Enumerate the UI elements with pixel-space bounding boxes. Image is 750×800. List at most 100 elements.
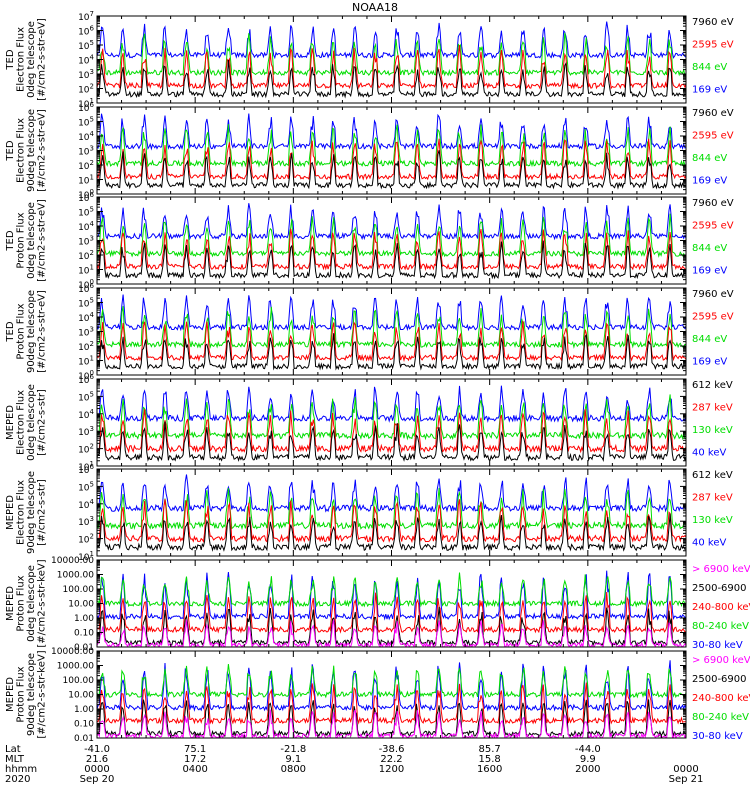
y-axis-label: [#/cm2-s-str-eV] bbox=[37, 199, 48, 282]
y-tick-label: 102 bbox=[78, 249, 94, 262]
panel-5-traces bbox=[97, 385, 686, 463]
y-axis-label: MEPED bbox=[5, 677, 16, 712]
legend-entry-169-ev: 169 eV bbox=[692, 176, 727, 187]
y-tick-label: 102 bbox=[78, 159, 94, 172]
y-axis-label: TED bbox=[5, 49, 16, 70]
legend-entry-7960-ev: 7960 eV bbox=[692, 108, 734, 119]
legend-entry-240-800-kev: 240-800 keV bbox=[692, 602, 750, 613]
panel-3-frame bbox=[96, 196, 687, 285]
y-axis-label: 90deg telescope bbox=[26, 471, 37, 554]
x-tick-label: 22.2 bbox=[380, 754, 402, 765]
legend-entry-240-800-kev: 240-800 keV bbox=[692, 693, 750, 704]
legend-entry-2595-ev: 2595 eV bbox=[692, 312, 734, 323]
y-tick-label: 10000.00 bbox=[51, 647, 94, 657]
x-tick-label: 0000 bbox=[84, 764, 109, 775]
panel-7-traces bbox=[97, 570, 686, 647]
x-tick-label: 1200 bbox=[379, 764, 404, 775]
legend-entry-2595-ev: 2595 eV bbox=[692, 40, 734, 51]
y-tick-label: 103 bbox=[78, 515, 94, 528]
legend-entry-287-kev: 287 keV bbox=[692, 493, 733, 504]
x-tick-label: 17.2 bbox=[184, 754, 206, 765]
panel-1-traces bbox=[97, 21, 686, 99]
y-tick-label: 105 bbox=[78, 39, 94, 52]
panel-8-traces bbox=[97, 660, 686, 738]
x-tick-label: 9.9 bbox=[580, 754, 596, 765]
trace-7960-ev bbox=[97, 59, 686, 99]
legend-entry-80-240-kev: 80-240 keV bbox=[692, 621, 749, 632]
trace-2595-ev bbox=[97, 45, 686, 90]
legend-entry-30-80-kev: 30-80 keV bbox=[692, 640, 743, 651]
x-tick-label: Sep 20 bbox=[80, 774, 115, 785]
trace-40-kev bbox=[97, 474, 686, 513]
y-axis-label: 0deg telescope bbox=[26, 565, 37, 642]
x-tick-label: 9.1 bbox=[285, 754, 301, 765]
trace-80-240-kev bbox=[97, 663, 686, 699]
panel-8-legend: > 6900 keV 2500-6900 240-800 keV 80-240 keV… bbox=[692, 655, 750, 742]
y-axis-label: [#/cm2-s-str-eV] bbox=[37, 290, 48, 373]
legend-entry-844-ev: 844 eV bbox=[692, 62, 727, 73]
trace-130-kev bbox=[97, 394, 686, 441]
y-tick-label: 105 bbox=[78, 116, 94, 129]
trace-169-ev bbox=[97, 113, 686, 151]
trace-2595-ev bbox=[97, 228, 686, 272]
legend-entry-7960-ev: 7960 eV bbox=[692, 17, 734, 28]
trace-844-ev bbox=[97, 306, 686, 349]
legend-entry-612-kev: 612 keV bbox=[692, 470, 733, 481]
trace-169-ev bbox=[97, 203, 686, 241]
trace-30-80-kev bbox=[97, 570, 686, 621]
legend-entry--6900-kev: > 6900 keV bbox=[692, 564, 750, 575]
y-tick-label: 1000.00 bbox=[57, 662, 94, 672]
x-tick-label: Sep 21 bbox=[669, 774, 704, 785]
trace-612-kev bbox=[97, 421, 686, 463]
y-axis-label: [#/cm2-s-str-keV] bbox=[37, 650, 48, 738]
legend-entry--6900-kev: > 6900 keV bbox=[692, 655, 750, 666]
trace-844-ev bbox=[97, 32, 686, 77]
y-tick-label: 103 bbox=[78, 68, 94, 81]
legend-entry-130-kev: 130 keV bbox=[692, 425, 733, 436]
legend-entry-2595-ev: 2595 eV bbox=[692, 131, 734, 142]
y-axis-label: Proton Flux bbox=[16, 212, 27, 268]
y-tick-label: 0.10 bbox=[74, 720, 94, 730]
panel-8: 0.01 0.10 1.00 10.00 100.00 1000.00 10000.00 ME… bbox=[5, 647, 750, 744]
x-row-label-mlt: MLT bbox=[5, 754, 25, 765]
y-tick-label: 0.01 bbox=[74, 734, 94, 744]
y-tick-label: 104 bbox=[78, 311, 94, 324]
y-tick-label: 106 bbox=[78, 25, 94, 38]
y-axis-label: Proton Flux bbox=[16, 666, 27, 722]
panel-1-legend: 7960 eV 2595 eV 844 eV 169 eV bbox=[692, 17, 734, 96]
y-tick-label: 1.00 bbox=[74, 705, 94, 715]
x-tick-label: 1600 bbox=[477, 764, 502, 775]
x-tick-label: 75.1 bbox=[184, 744, 206, 755]
legend-entry-844-ev: 844 eV bbox=[692, 243, 727, 254]
legend-entry-287-kev: 287 keV bbox=[692, 403, 733, 414]
legend-entry-2500-6900: 2500-6900 bbox=[692, 583, 747, 594]
panel-5-legend: 612 keV 287 keV 130 keV 40 keV bbox=[692, 380, 733, 459]
x-tick-label: 0800 bbox=[281, 764, 306, 775]
trace-240-800-kev bbox=[97, 591, 686, 634]
trace-2595-ev bbox=[97, 320, 686, 363]
y-tick-label: 104 bbox=[78, 408, 94, 421]
y-tick-label: 102 bbox=[78, 340, 94, 353]
y-tick-label: 101 bbox=[78, 174, 94, 187]
legend-entry-30-80-kev: 30-80 keV bbox=[692, 731, 743, 742]
x-tick-label: 21.6 bbox=[86, 754, 108, 765]
trace-2595-ev bbox=[97, 138, 686, 181]
y-tick-label: 1000.00 bbox=[57, 571, 94, 581]
x-tick-label: 0000 bbox=[673, 764, 698, 775]
legend-entry-844-ev: 844 eV bbox=[692, 153, 727, 164]
y-tick-label: 101 bbox=[78, 264, 94, 277]
y-tick-label: 101 bbox=[78, 355, 94, 368]
x-tick-label: -21.8 bbox=[280, 744, 306, 755]
y-axis-label: [#/cm2-s-str-eV] bbox=[37, 109, 48, 192]
x-row-label-2020: 2020 bbox=[5, 774, 30, 785]
chart-title: NOAA18 bbox=[351, 1, 399, 14]
y-tick-label: 1.00 bbox=[74, 614, 94, 624]
trace-7960-ev bbox=[97, 150, 686, 190]
legend-entry-2595-ev: 2595 eV bbox=[692, 221, 734, 232]
